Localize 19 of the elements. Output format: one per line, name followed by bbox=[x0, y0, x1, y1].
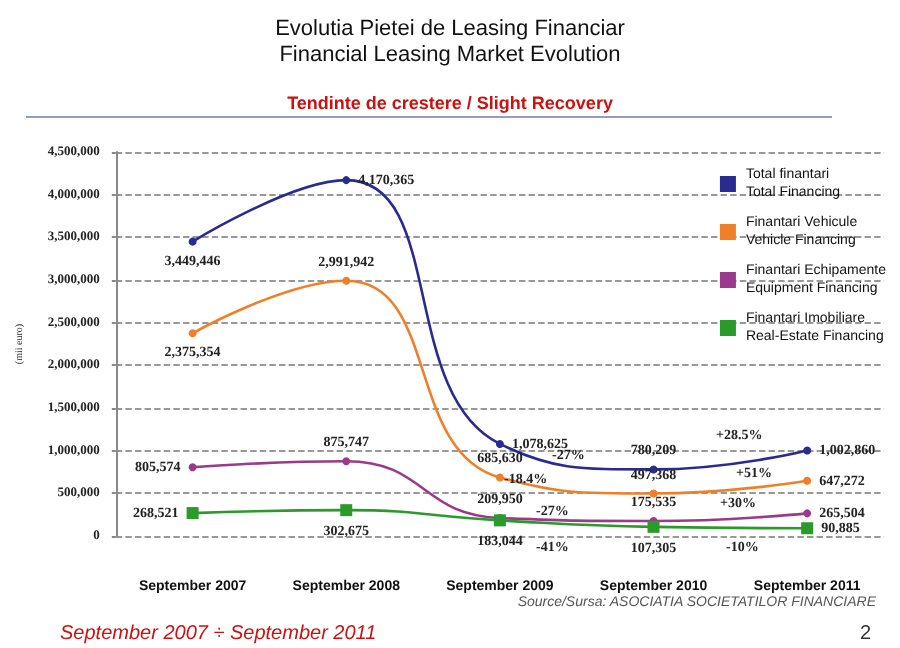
point bbox=[188, 463, 197, 472]
point bbox=[801, 522, 814, 535]
point bbox=[803, 476, 812, 485]
point bbox=[186, 507, 199, 520]
chart-title: Evolutia Pietei de Leasing Financiar Financial Leasing Market Evolution bbox=[275, 17, 626, 67]
point bbox=[342, 457, 351, 466]
chart-subtitle: Tendinte de crestere / Slight Recovery bbox=[287, 93, 613, 113]
point bbox=[495, 439, 504, 448]
point bbox=[342, 276, 351, 285]
text: September 2007 ÷ September 2011 bbox=[60, 623, 377, 645]
point bbox=[803, 446, 812, 455]
point bbox=[647, 520, 660, 533]
point bbox=[342, 176, 351, 185]
text: 2 bbox=[860, 623, 872, 645]
point bbox=[188, 237, 197, 246]
point bbox=[495, 473, 504, 482]
point bbox=[188, 329, 197, 338]
point bbox=[803, 509, 812, 518]
point bbox=[340, 504, 353, 517]
